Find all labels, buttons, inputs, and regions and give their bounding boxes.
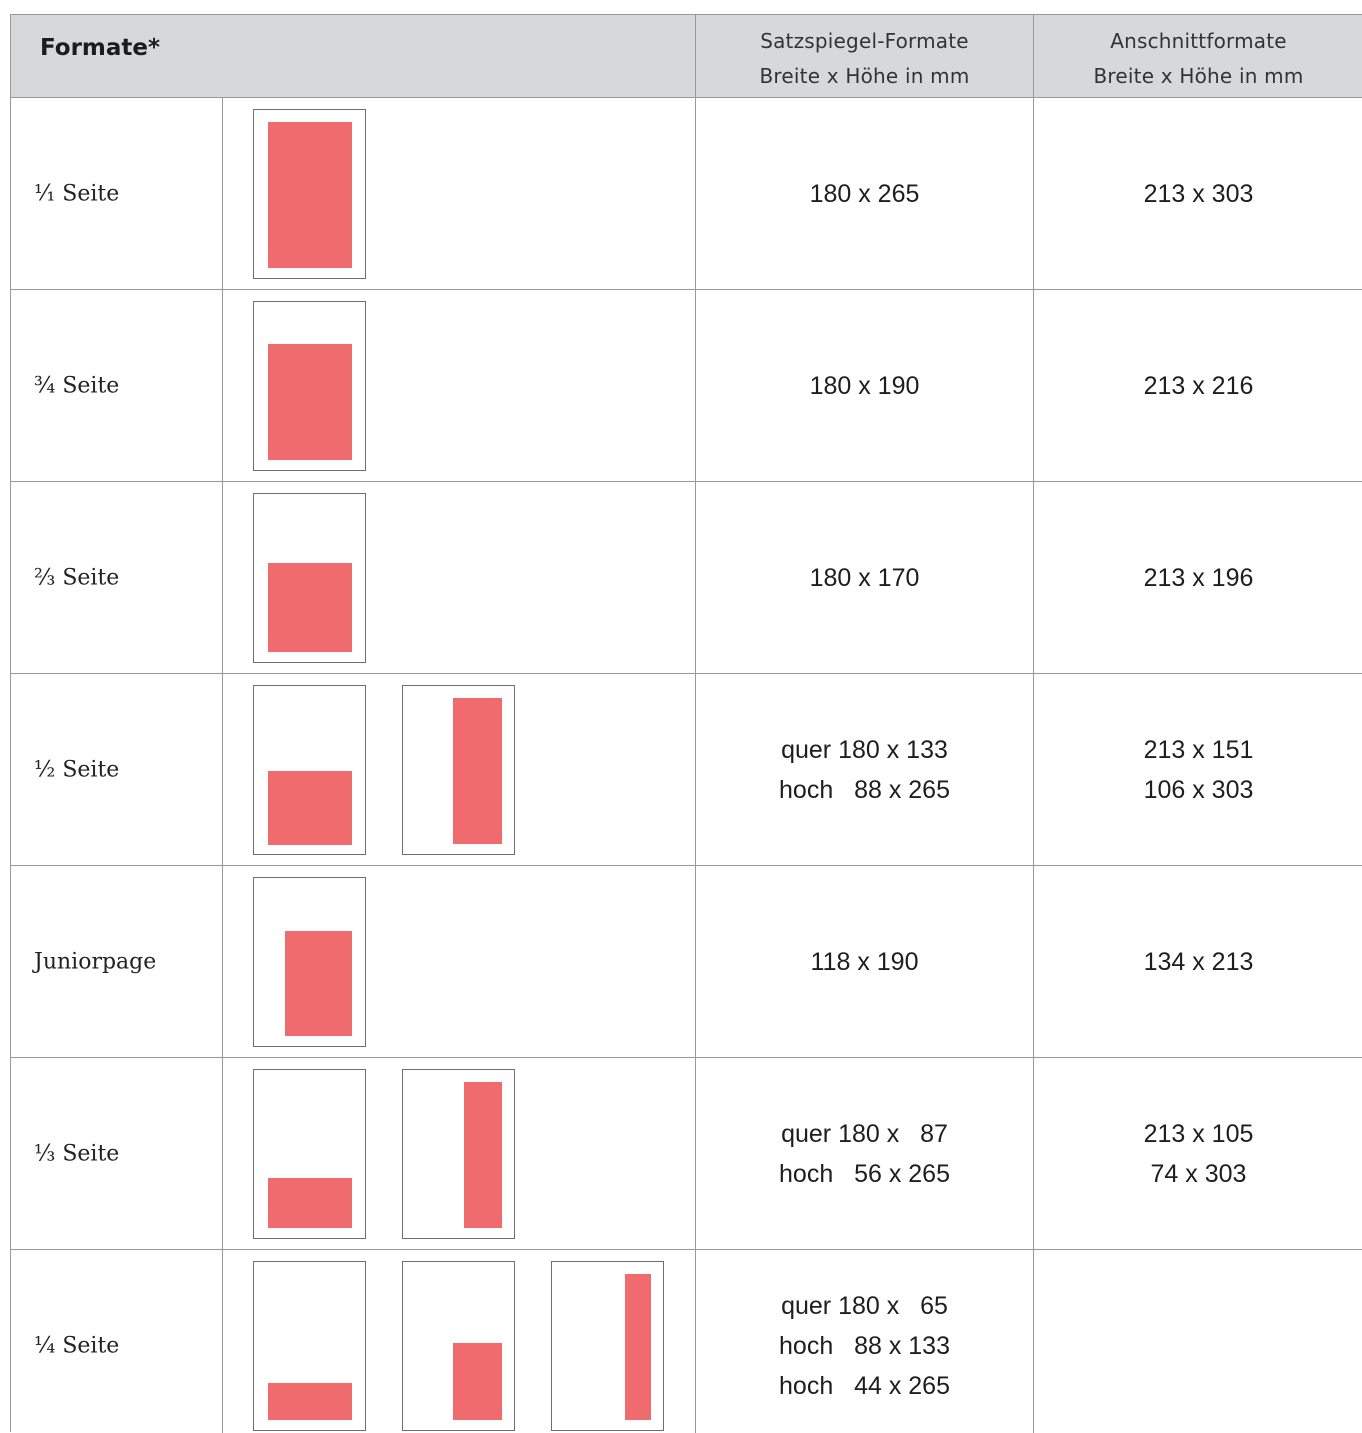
anschnitt-value: 213 x 196 <box>1143 563 1254 592</box>
ad-area <box>285 931 352 1036</box>
ad-area <box>268 122 352 268</box>
satzspiegel-value: quer 180 x 87 hoch 56 x 265 <box>779 1119 950 1188</box>
anschnitt-value: 213 x 105 74 x 303 <box>1143 1119 1254 1188</box>
table-row: Juniorpage 118 x 190 134 x 213 <box>11 866 1362 1058</box>
satzspiegel-cell: 180 x 265 <box>696 98 1034 289</box>
header-satzspiegel-col: Satzspiegel-Formate Breite x Höhe in mm <box>696 15 1034 98</box>
ad-area <box>453 698 502 844</box>
ad-area <box>625 1274 651 1420</box>
format-thumbnail-cell <box>223 1250 696 1433</box>
satzspiegel-cell: quer 180 x 133 hoch 88 x 265 <box>696 674 1034 865</box>
anschnitt-cell: 213 x 216 <box>1034 290 1362 481</box>
format-label: ⅔ Seite <box>34 565 120 590</box>
anschnitt-cell <box>1034 1250 1362 1433</box>
table-row: ⅓ Seite quer 180 x 87 hoch 56 x 265 213 … <box>11 1058 1362 1250</box>
format-label: ½ Seite <box>34 757 120 782</box>
header-ansch-line1: Anschnittformate <box>1110 29 1287 53</box>
page-thumbnail-hoch <box>402 1069 515 1239</box>
anschnitt-value: 134 x 213 <box>1143 947 1254 976</box>
format-label-cell: Juniorpage <box>11 866 223 1057</box>
format-label-cell: ¼ Seite <box>11 1250 223 1433</box>
ad-area <box>268 563 352 652</box>
format-label-cell: ⅓ Seite <box>11 1058 223 1249</box>
ad-area <box>464 1082 502 1228</box>
satzspiegel-value: 180 x 190 <box>809 371 920 400</box>
page-thumbnail <box>253 301 366 471</box>
satzspiegel-cell: quer 180 x 87 hoch 56 x 265 <box>696 1058 1034 1249</box>
table-row: ¾ Seite 180 x 190 213 x 216 <box>11 290 1362 482</box>
anschnitt-value: 213 x 216 <box>1143 371 1254 400</box>
format-thumbnail-cell <box>223 290 696 481</box>
header-formats-col: Formate* <box>11 15 696 98</box>
header-ansch-line2: Breite x Höhe in mm <box>1093 64 1304 88</box>
page-thumbnail <box>253 109 366 279</box>
satzspiegel-value: 118 x 190 <box>810 947 919 976</box>
page-thumbnail-hoch-strip <box>551 1261 664 1431</box>
table-row: ¼ Seite quer 180 x 65 hoch 88 x 133 hoch… <box>11 1250 1362 1433</box>
satzspiegel-cell: 118 x 190 <box>696 866 1034 1057</box>
page-thumbnail-quer <box>253 685 366 855</box>
anschnitt-value: 213 x 303 <box>1143 179 1254 208</box>
page-thumbnail-hoch <box>402 685 515 855</box>
anschnitt-cell: 213 x 196 <box>1034 482 1362 673</box>
format-label: ¾ Seite <box>34 373 120 398</box>
format-thumbnail-cell <box>223 1058 696 1249</box>
header-anschnitt-col: Anschnittformate Breite x Höhe in mm <box>1034 15 1362 98</box>
anschnitt-cell: 213 x 303 <box>1034 98 1362 289</box>
format-label: Juniorpage <box>34 949 157 974</box>
anschnitt-cell: 213 x 105 74 x 303 <box>1034 1058 1362 1249</box>
format-thumbnail-cell <box>223 98 696 289</box>
ad-area <box>268 771 352 845</box>
page-thumbnail <box>253 877 366 1047</box>
formats-table: Formate* Satzspiegel-Formate Breite x Hö… <box>10 14 1362 1433</box>
satzspiegel-cell: 180 x 170 <box>696 482 1034 673</box>
format-label-cell: ¹⁄₁ Seite <box>11 98 223 289</box>
format-label-cell: ½ Seite <box>11 674 223 865</box>
format-label: ⅓ Seite <box>34 1141 120 1166</box>
anschnitt-cell: 213 x 151 106 x 303 <box>1034 674 1362 865</box>
anschnitt-cell: 134 x 213 <box>1034 866 1362 1057</box>
format-label-cell: ⅔ Seite <box>11 482 223 673</box>
format-label: ¼ Seite <box>34 1333 120 1359</box>
satzspiegel-cell: 180 x 190 <box>696 290 1034 481</box>
page-thumbnail-quer <box>253 1261 366 1431</box>
satzspiegel-value: 180 x 265 <box>809 179 920 208</box>
satzspiegel-value: quer 180 x 133 hoch 88 x 265 <box>779 735 950 804</box>
ad-area <box>268 344 352 460</box>
ad-area <box>268 1178 352 1228</box>
header-satz-line2: Breite x Höhe in mm <box>759 64 970 88</box>
format-thumbnail-cell <box>223 482 696 673</box>
satzspiegel-value: 180 x 170 <box>809 563 920 592</box>
ad-area <box>268 1383 352 1420</box>
format-label: ¹⁄₁ Seite <box>34 181 120 206</box>
table-header: Formate* Satzspiegel-Formate Breite x Hö… <box>11 15 1362 98</box>
header-title: Formate* <box>40 35 161 61</box>
format-label-cell: ¾ Seite <box>11 290 223 481</box>
page-thumbnail-quer <box>253 1069 366 1239</box>
satzspiegel-cell: quer 180 x 65 hoch 88 x 133 hoch 44 x 26… <box>696 1250 1034 1433</box>
page-thumbnail <box>253 493 366 663</box>
ad-area <box>453 1343 502 1420</box>
satzspiegel-value: quer 180 x 65 hoch 88 x 133 hoch 44 x 26… <box>779 1292 950 1400</box>
anschnitt-value: 213 x 151 106 x 303 <box>1143 735 1254 804</box>
page-thumbnail-hoch-half <box>402 1261 515 1431</box>
header-satz-line1: Satzspiegel-Formate <box>760 29 969 53</box>
table-row: ⅔ Seite 180 x 170 213 x 196 <box>11 482 1362 674</box>
format-thumbnail-cell <box>223 866 696 1057</box>
table-row: ¹⁄₁ Seite 180 x 265 213 x 303 <box>11 98 1362 290</box>
format-thumbnail-cell <box>223 674 696 865</box>
table-row: ½ Seite quer 180 x 133 hoch 88 x 265 213… <box>11 674 1362 866</box>
